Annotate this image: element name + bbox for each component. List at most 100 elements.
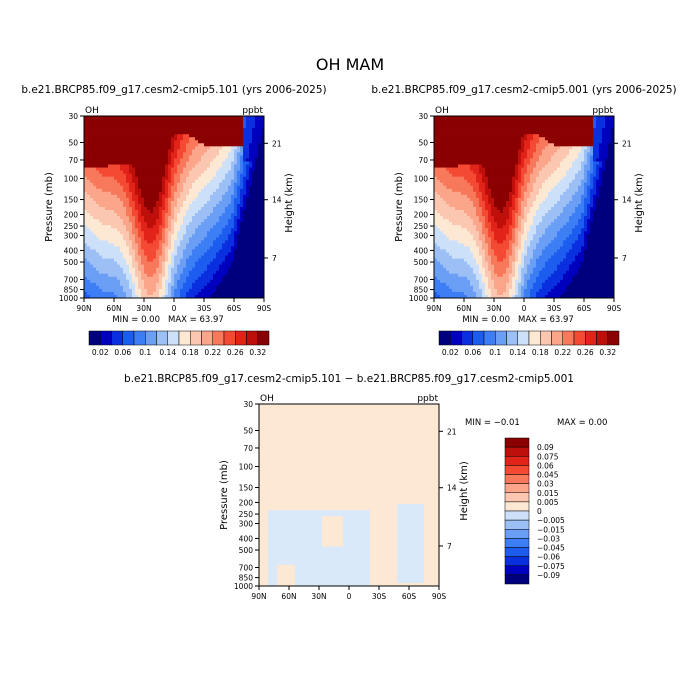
field-cell [440, 116, 444, 120]
field-cell [464, 143, 468, 147]
field-cell [162, 228, 166, 232]
field-cell [99, 152, 103, 156]
field-cell [584, 131, 588, 135]
field-cell [545, 164, 549, 168]
field-cell [599, 143, 603, 147]
field-cell [497, 179, 501, 184]
field-cell [126, 152, 130, 156]
field-cell [135, 134, 139, 138]
field-cell [195, 219, 199, 223]
field-cell [258, 234, 262, 238]
field-cell [255, 207, 259, 211]
field-cell [605, 137, 609, 141]
field-cell [183, 294, 187, 299]
field-cell [252, 179, 256, 184]
field-cell [216, 234, 220, 238]
field-cell [255, 234, 259, 238]
field-cell [102, 182, 106, 187]
field-cell [213, 161, 217, 165]
field-cell [120, 225, 124, 229]
field-cell [156, 149, 160, 153]
field-cell [141, 249, 145, 253]
field-cell [189, 158, 193, 162]
field-cell [515, 137, 519, 141]
field-cell [135, 116, 139, 120]
field-cell [261, 294, 265, 299]
field-cell [180, 261, 184, 266]
field-cell [246, 197, 250, 202]
field-cell [530, 140, 534, 144]
field-cell [581, 125, 585, 129]
field-cell [87, 158, 91, 162]
field-cell [497, 116, 501, 120]
field-cell [581, 143, 585, 147]
field-cell [132, 197, 136, 202]
field-cell [165, 255, 169, 259]
field-cell [443, 128, 447, 132]
field-cell [243, 158, 247, 162]
colorbar-swatch [111, 330, 123, 346]
field-cell [201, 116, 205, 120]
field-cell [539, 152, 543, 156]
field-cell [536, 155, 540, 159]
field-cell [126, 158, 130, 162]
field-cell [192, 237, 196, 241]
field-cell [443, 134, 447, 138]
field-cell [120, 222, 124, 226]
field-cell [566, 149, 570, 153]
field-cell [252, 225, 256, 229]
field-cell [434, 128, 438, 132]
field-cell [237, 213, 241, 217]
field-cell [99, 179, 103, 184]
field-cell [87, 170, 91, 175]
field-cell [99, 246, 103, 250]
field-cell [93, 219, 97, 223]
field-cell [470, 131, 474, 135]
field-cell [147, 182, 151, 187]
field-cell [255, 197, 259, 202]
field-cell [473, 131, 477, 135]
field-cell [87, 188, 91, 193]
field-cell [183, 194, 187, 199]
field-cell [249, 161, 253, 165]
field-cell [138, 188, 142, 193]
field-cell [180, 246, 184, 250]
field-cell [605, 119, 609, 123]
field-cell [443, 149, 447, 153]
field-cell [485, 158, 489, 162]
field-cell [482, 155, 486, 159]
field-cell [87, 119, 91, 123]
field-cell [126, 176, 130, 181]
field-cell [246, 167, 250, 171]
field-cell [602, 134, 606, 138]
field-cell [150, 213, 154, 217]
field-cell [575, 143, 579, 147]
field-cell [521, 173, 525, 178]
field-cell [180, 158, 184, 162]
field-cell [569, 146, 573, 150]
field-cell [261, 146, 265, 150]
field-cell [129, 219, 133, 223]
field-cell [521, 161, 525, 165]
field-cell [449, 143, 453, 147]
field-cell [108, 255, 112, 259]
field-cell [126, 225, 130, 229]
field-cell [147, 273, 151, 278]
field-cell [174, 243, 178, 247]
field-cell [204, 161, 208, 165]
field-cell [252, 270, 256, 275]
field-cell [123, 237, 127, 241]
field-cell [557, 161, 561, 165]
field-cell [90, 261, 94, 266]
field-cell [237, 197, 241, 202]
field-cell [258, 131, 262, 135]
field-cell [132, 200, 136, 205]
field-cell [204, 167, 208, 171]
field-cell [494, 152, 498, 156]
field-cell [219, 164, 223, 168]
field-cell [102, 240, 106, 244]
field-cell [189, 288, 193, 293]
field-cell [470, 125, 474, 129]
field-cell [219, 252, 223, 256]
field-cell [105, 176, 109, 181]
